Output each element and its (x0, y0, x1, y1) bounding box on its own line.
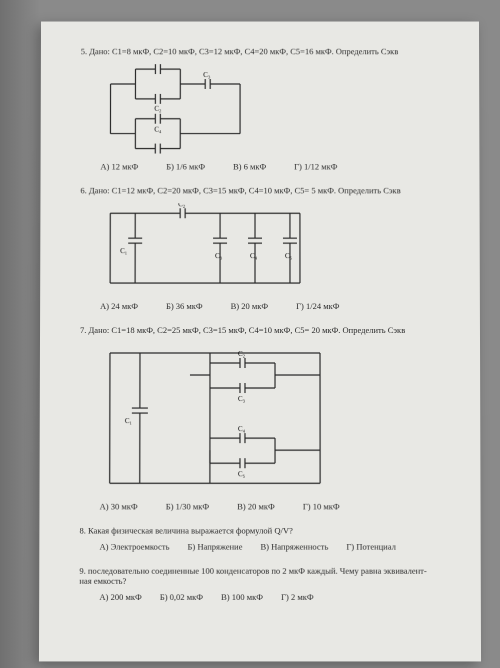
answer-9a: А) 200 мкФ (99, 592, 141, 602)
c4-label-p6: C₄ (250, 252, 258, 260)
answer-9b: Б) 0,02 мкФ (160, 592, 203, 602)
answer-6a: А) 24 мкФ (100, 301, 138, 311)
problem-5-prompt: 5. Дано: C1=8 мкФ, C2=10 мкФ, C3=12 мкФ,… (81, 46, 449, 56)
answer-5b: Б) 1/6 мкФ (166, 161, 205, 171)
problem-6-prompt: 6. Дано: C1=12 мкФ, C2=20 мкФ, C3=15 мкФ… (80, 185, 449, 195)
problem-7: 7. Дано: C1=18 мкФ, C2=25 мкФ, C3=15 мкФ… (80, 325, 451, 511)
problem-5-circuit: C₁ C₂ C₃ C₄ C₅ (100, 64, 449, 153)
desk-edge (0, 0, 40, 668)
answer-8a: А) Электроемкость (100, 542, 170, 552)
answer-6c: В) 20 мкФ (231, 301, 268, 311)
problem-7-prompt: 7. Дано: C1=18 мкФ, C2=25 мкФ, C3=15 мкФ… (80, 325, 450, 335)
c2-label-p6: C₂ (178, 203, 186, 208)
c3-label-p6: C₃ (215, 252, 223, 260)
answer-5c: В) 6 мкФ (233, 161, 266, 171)
problem-7-circuit: C₁ C₂ C₃ C₄ C₅ (100, 343, 451, 493)
c4-label-p7: C₄ (238, 425, 246, 433)
problem-5-answers: А) 12 мкФ Б) 1/6 мкФ В) 6 мкФ Г) 1/12 мк… (100, 161, 449, 171)
answer-5a: А) 12 мкФ (100, 161, 138, 171)
answer-7a: А) 30 мкФ (100, 501, 138, 511)
problem-6-circuit: C₁ C₂ C₃ C₄ C₅ (100, 203, 450, 293)
c5-label-p7: C₅ (238, 470, 246, 478)
circuit-5-svg: C₁ C₂ C₃ C₄ C₅ (100, 64, 299, 153)
problem-6: 6. Дано: C1=12 мкФ, C2=20 мкФ, C3=15 мкФ… (80, 185, 450, 311)
answer-5d: Г) 1/12 мкФ (294, 161, 337, 171)
answer-9d: Г) 2 мкФ (281, 592, 314, 602)
c3-label-p7: C₃ (238, 395, 246, 403)
problem-8-prompt: 8. Какая физическая величина выражается … (79, 525, 450, 535)
answer-6d: Г) 1/24 мкФ (296, 301, 339, 311)
answer-7b: Б) 1/30 мкФ (166, 501, 209, 511)
c4-label-p5: C₄ (154, 126, 162, 134)
exam-page: 5. Дано: C1=8 мкФ, C2=10 мкФ, C3=12 мкФ,… (39, 22, 481, 662)
c2-label-p7: C₂ (238, 350, 246, 358)
answer-9c: В) 100 мкФ (221, 592, 263, 602)
problem-8-answers: А) Электроемкость Б) Напряжение В) Напря… (100, 542, 451, 552)
c2-label-p5: C₂ (154, 105, 162, 113)
problem-5: 5. Дано: C1=8 мкФ, C2=10 мкФ, C3=12 мкФ,… (80, 46, 449, 171)
problem-9: 9. последовательно соединенные 100 конде… (79, 566, 450, 602)
answer-8d: Г) Потенциал (346, 542, 396, 552)
circuit-7-svg: C₁ C₂ C₃ C₄ C₅ (100, 343, 331, 493)
c1-label-p7: C₁ (125, 417, 132, 425)
answer-7c: В) 20 мкФ (237, 501, 275, 511)
answer-8b: Б) Напряжение (188, 542, 243, 552)
problem-6-answers: А) 24 мкФ Б) 36 мкФ В) 20 мкФ Г) 1/24 мк… (100, 301, 450, 311)
c5-label-p6: C₅ (285, 252, 293, 260)
problem-9-prompt: 9. последовательно соединенные 100 конде… (79, 566, 450, 586)
answer-6b: Б) 36 мкФ (166, 301, 203, 311)
problem-7-answers: А) 30 мкФ Б) 1/30 мкФ В) 20 мкФ Г) 10 мк… (100, 501, 451, 511)
c1-label-p6: C₁ (120, 247, 127, 255)
problem-9-answers: А) 200 мкФ Б) 0,02 мкФ В) 100 мкФ Г) 2 м… (99, 592, 450, 602)
answer-7d: Г) 10 мкФ (303, 501, 340, 511)
answer-8c: В) Напряженность (260, 542, 328, 552)
circuit-6-svg: C₁ C₂ C₃ C₄ C₅ (100, 203, 320, 293)
c3-label-p5: C₃ (203, 71, 211, 79)
problem-8: 8. Какая физическая величина выражается … (79, 525, 450, 551)
